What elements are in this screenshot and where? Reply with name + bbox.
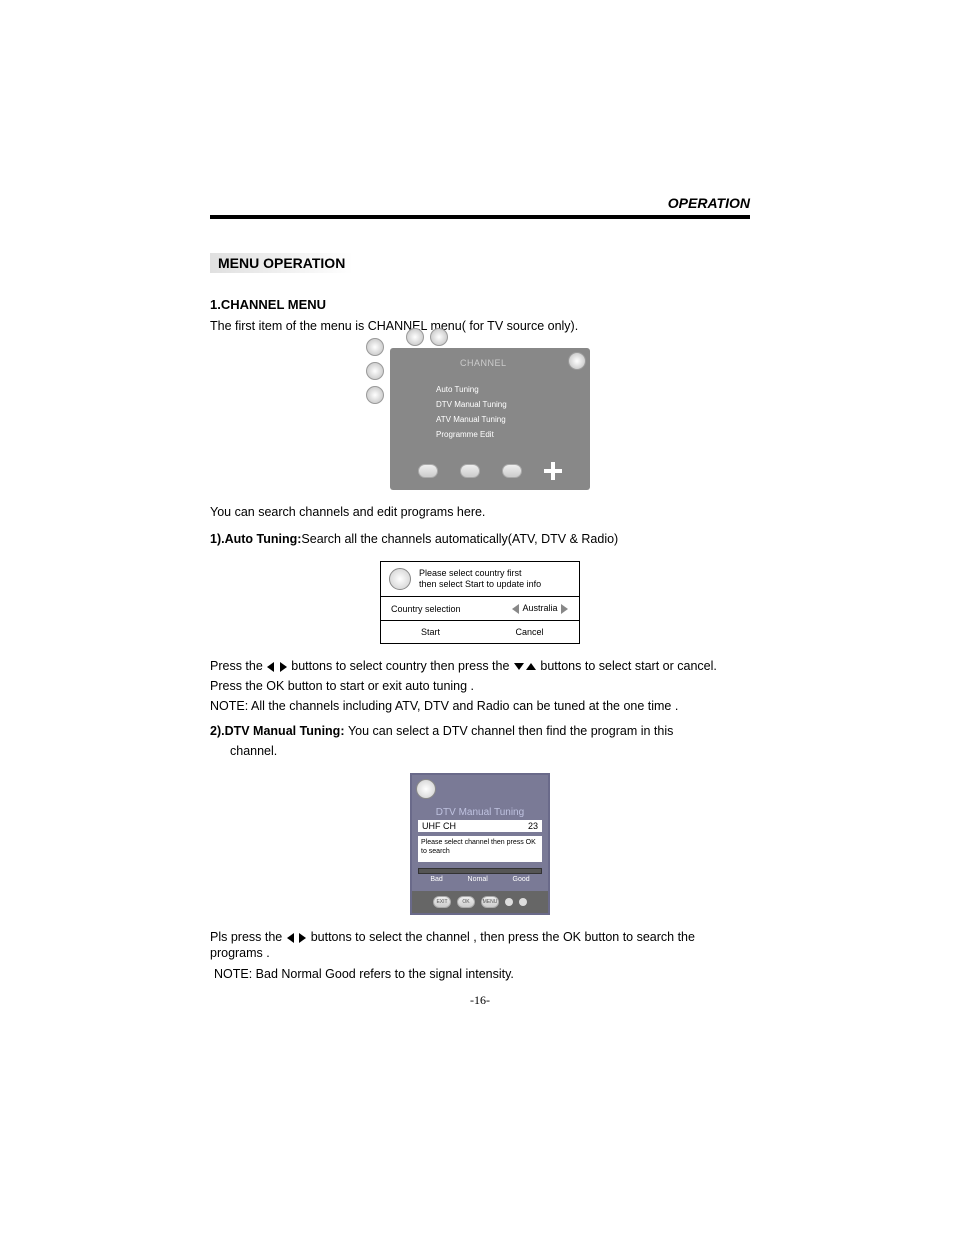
footer-dot-icon bbox=[519, 898, 527, 906]
dlg-text: then select Start to update info bbox=[419, 579, 541, 590]
left-arrow-icon bbox=[512, 604, 519, 614]
channel-menu-heading: 1.CHANNEL MENU bbox=[210, 297, 750, 312]
signal-bar bbox=[418, 868, 542, 874]
right-arrow-icon bbox=[299, 933, 306, 943]
dtv-note-box: Please select channel then press OK to s… bbox=[418, 836, 542, 862]
dlg-text: Please select country first bbox=[419, 568, 541, 579]
channel-menu-screenshot: CHANNEL Auto Tuning DTV Manual Tuning AT… bbox=[390, 348, 590, 490]
dpad-icon bbox=[544, 462, 562, 480]
face-icon bbox=[389, 568, 411, 590]
exit-button: EXIT bbox=[433, 896, 451, 908]
dtv-desc-cont: channel. bbox=[230, 743, 750, 759]
section-title: MENU OPERATION bbox=[210, 253, 353, 273]
auto-tuning-desc: Search all the channels automatically(AT… bbox=[301, 532, 618, 546]
footer-button bbox=[460, 464, 480, 478]
menu-button: MENU bbox=[481, 896, 499, 908]
menu-item: Auto Tuning bbox=[436, 382, 580, 397]
dtv-note: NOTE: Bad Normal Good refers to the sign… bbox=[214, 966, 750, 982]
menu-side-icon bbox=[366, 362, 384, 380]
auto-tuning-label: 1).Auto Tuning: bbox=[210, 532, 301, 546]
face-icon bbox=[416, 779, 436, 799]
dtv-ch-label: UHF CH bbox=[422, 821, 456, 831]
dtv-dialog-title: DTV Manual Tuning bbox=[412, 805, 548, 820]
up-arrow-icon bbox=[526, 663, 536, 670]
menu-item: ATV Manual Tuning bbox=[436, 412, 580, 427]
signal-good: Good bbox=[513, 876, 530, 883]
channel-menu-intro: The first item of the menu is CHANNEL me… bbox=[210, 318, 750, 334]
down-arrow-icon bbox=[514, 663, 524, 670]
menu-side-icon bbox=[366, 338, 384, 356]
channel-menu-after: You can search channels and edit program… bbox=[210, 504, 750, 520]
menu-top-icon bbox=[430, 328, 448, 346]
left-arrow-icon bbox=[287, 933, 294, 943]
header-rule bbox=[210, 215, 750, 219]
dtv-label: 2).DTV Manual Tuning: bbox=[210, 724, 348, 738]
right-arrow-icon bbox=[280, 662, 287, 672]
cancel-button: Cancel bbox=[480, 627, 579, 637]
dtv-desc: You can select a DTV channel then find t… bbox=[348, 724, 673, 738]
auto-paragraph: Press the buttons to select country then… bbox=[210, 658, 750, 674]
ok-button: OK bbox=[457, 896, 475, 908]
start-button: Start bbox=[381, 627, 480, 637]
auto-note: NOTE: All the channels including ATV, DT… bbox=[210, 698, 750, 714]
menu-item: DTV Manual Tuning bbox=[436, 397, 580, 412]
signal-normal: Nomal bbox=[468, 876, 488, 883]
menu-side-icon bbox=[366, 386, 384, 404]
menu-corner-icon bbox=[568, 352, 586, 370]
country-label: Country selection bbox=[391, 604, 461, 614]
dtv-dialog: DTV Manual Tuning UHF CH 23 Please selec… bbox=[410, 773, 550, 915]
footer-button bbox=[418, 464, 438, 478]
left-arrow-icon bbox=[267, 662, 274, 672]
signal-bad: Bad bbox=[430, 876, 442, 883]
right-arrow-icon bbox=[561, 604, 568, 614]
page-number: -16- bbox=[470, 993, 490, 1008]
country-value: Australia bbox=[522, 603, 557, 613]
auto-paragraph: Press the OK button to start or exit aut… bbox=[210, 678, 750, 694]
page-header: OPERATION bbox=[668, 195, 750, 211]
footer-dot-icon bbox=[505, 898, 513, 906]
auto-tuning-dialog: Please select country first then select … bbox=[380, 561, 580, 644]
footer-button bbox=[502, 464, 522, 478]
menu-item: Programme Edit bbox=[436, 427, 580, 442]
dtv-ch-value: 23 bbox=[528, 821, 538, 831]
menu-top-icon bbox=[406, 328, 424, 346]
dtv-paragraph: Pls press the buttons to select the chan… bbox=[210, 929, 750, 962]
channel-menu-title: CHANNEL bbox=[460, 358, 507, 368]
